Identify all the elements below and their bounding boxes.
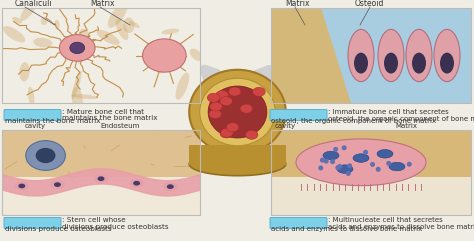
Text: Matrix: Matrix: [395, 123, 417, 129]
Text: : Multinucleate cell that secretes
acids and enzymes to dissolve bone matrix: : Multinucleate cell that secretes acids…: [328, 216, 474, 229]
Text: Endosteum: Endosteum: [100, 123, 139, 129]
Text: Osteoid: Osteoid: [355, 0, 384, 8]
Bar: [2, 8, 200, 103]
Text: Medullary
cavity: Medullary cavity: [25, 116, 59, 129]
Text: Medullary
cavity: Medullary cavity: [275, 116, 310, 129]
Text: : Immature bone cell that secretes
osteoid, the organic component of bone matrix: : Immature bone cell that secretes osteo…: [328, 108, 474, 121]
FancyBboxPatch shape: [270, 109, 327, 120]
Bar: [271, 130, 471, 215]
FancyBboxPatch shape: [4, 109, 61, 120]
Text: : Stem cell whose
divisions produce osteoblasts: : Stem cell whose divisions produce oste…: [62, 216, 169, 229]
FancyBboxPatch shape: [270, 217, 327, 228]
Text: maintains the bone matrix: maintains the bone matrix: [5, 118, 100, 124]
Text: divisions produce osteoblasts: divisions produce osteoblasts: [5, 226, 111, 232]
Text: Matrix: Matrix: [285, 0, 310, 8]
Bar: [271, 8, 471, 103]
Text: Canaliculi: Canaliculi: [15, 0, 53, 8]
Bar: [2, 130, 200, 215]
Text: acids and enzymes to dissolve bone matrix: acids and enzymes to dissolve bone matri…: [271, 226, 422, 232]
Text: Matrix: Matrix: [90, 0, 115, 8]
Text: osteoid, the organic component of bone matrix: osteoid, the organic component of bone m…: [271, 118, 436, 124]
Text: : Mature bone cell that
maintains the bone matrix: : Mature bone cell that maintains the bo…: [62, 108, 157, 121]
FancyBboxPatch shape: [4, 217, 61, 228]
